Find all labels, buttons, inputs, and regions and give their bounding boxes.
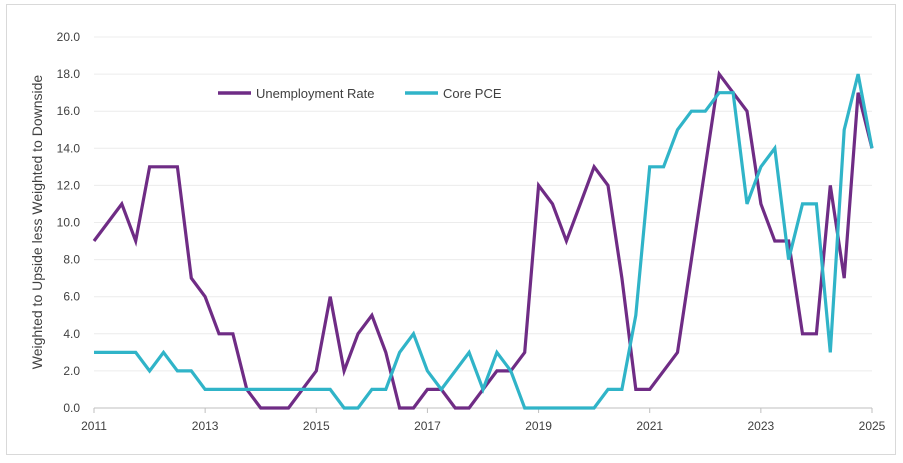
y-tick-label: 10.0	[57, 216, 81, 230]
y-tick-label: 18.0	[57, 67, 81, 81]
x-tick-label: 2017	[414, 419, 441, 433]
y-tick-label: 2.0	[63, 364, 80, 378]
x-tick-label: 2019	[525, 419, 552, 433]
series-lines	[92, 70, 874, 410]
x-tick-label: 2011	[81, 419, 107, 433]
y-tick-label: 16.0	[57, 104, 81, 118]
x-tick-label: 2023	[748, 419, 775, 433]
y-tick-label: 20.0	[57, 30, 81, 44]
y-tick-label: 12.0	[57, 178, 81, 192]
legend-label: Unemployment Rate	[256, 86, 375, 101]
y-tick-label: 0.0	[63, 401, 80, 415]
chart-frame	[6, 4, 896, 455]
legend: Unemployment Rate Core PCE	[218, 86, 502, 101]
y-tick-label: 6.0	[63, 290, 80, 304]
axes: 0.0 2.0 4.0 6.0 8.0 10.0 12.0 14.0 16.0 18.0 20.0 2…	[57, 30, 886, 433]
series-line-core-pce	[94, 73, 874, 410]
gridlines	[94, 36, 872, 372]
y-tick-label: 8.0	[63, 253, 80, 267]
y-axis-label: Weighted to Upside less Weighted to Down…	[29, 75, 45, 370]
x-tick-label: 2013	[192, 419, 219, 433]
x-tick-label: 2021	[636, 419, 663, 433]
series-line-unemployment-rate	[92, 70, 874, 410]
x-tick-label: 2025	[859, 419, 886, 433]
legend-label: Core PCE	[443, 86, 502, 101]
y-tick-label: 14.0	[57, 141, 81, 155]
y-tick-label: 4.0	[63, 327, 80, 341]
x-tick-label: 2015	[303, 419, 330, 433]
